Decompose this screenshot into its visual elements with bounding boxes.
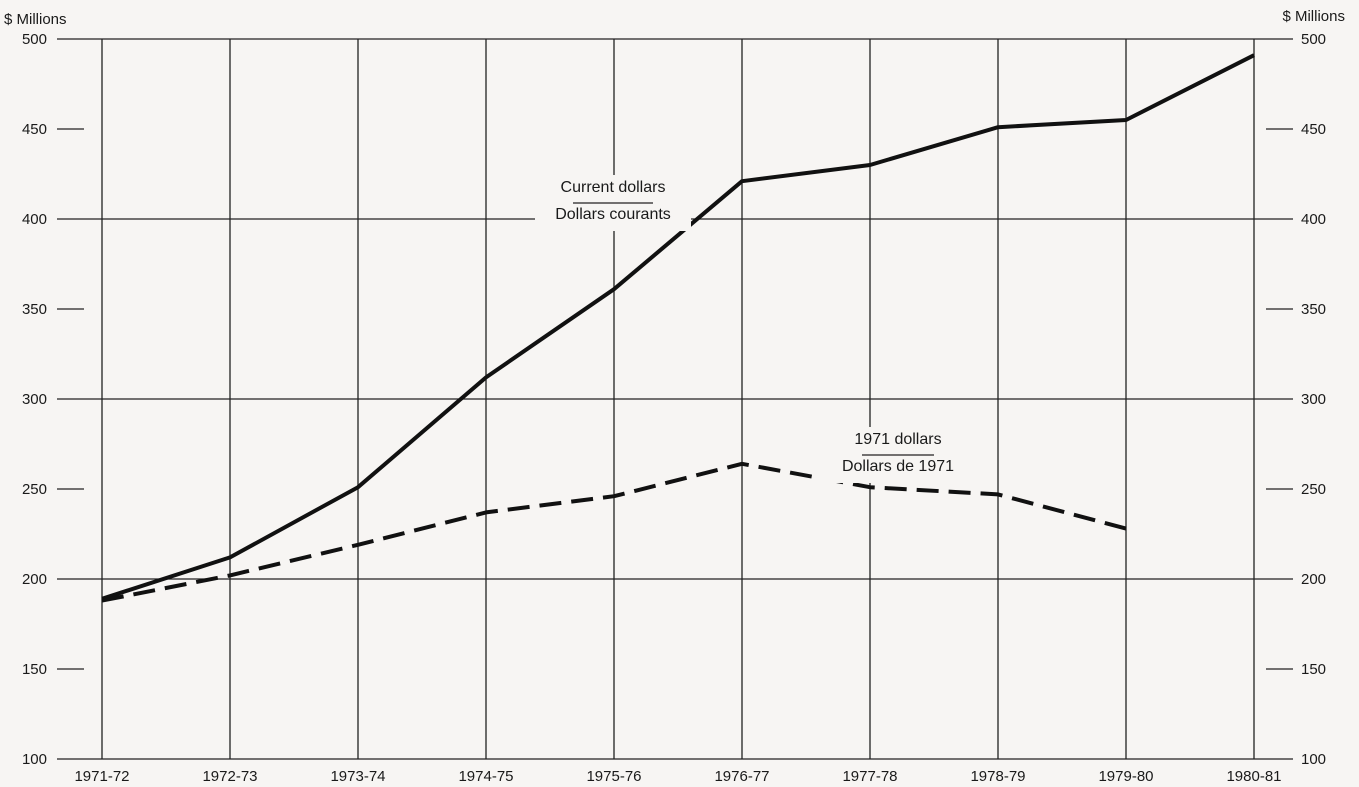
y-tick-label-right: 350 xyxy=(1301,301,1326,318)
x-tick-label: 1975-76 xyxy=(586,768,641,785)
y-tick-label-right: 100 xyxy=(1301,751,1326,768)
y-tick-label-left: 400 xyxy=(22,211,47,228)
series-label-line1: 1971 dollars xyxy=(854,431,941,448)
series-label-line2: Dollars courants xyxy=(555,206,671,223)
y-tick-label-left: 300 xyxy=(22,391,47,408)
x-tick-label: 1973-74 xyxy=(330,768,385,785)
x-tick-label: 1972-73 xyxy=(202,768,257,785)
y-tick-label-left: 250 xyxy=(22,481,47,498)
y-tick-label-left: 200 xyxy=(22,571,47,588)
y-tick-label-right: 150 xyxy=(1301,661,1326,678)
chart-series xyxy=(101,53,1255,603)
series-line-current-dollars xyxy=(101,53,1255,601)
y-tick-label-right: 300 xyxy=(1301,391,1326,408)
axis-ticks: 100 100 150 150 200 200 250 250 300 300 350 350 400 4… xyxy=(22,31,1326,785)
y-tick-label-right: 450 xyxy=(1301,121,1326,138)
x-tick-label: 1979-80 xyxy=(1098,768,1153,785)
series-line-1971-dollars xyxy=(101,461,1127,603)
chart-grid xyxy=(57,38,1293,760)
y-tick-label-left: 450 xyxy=(22,121,47,138)
x-tick-label: 1977-78 xyxy=(842,768,897,785)
y-tick-label-right: 200 xyxy=(1301,571,1326,588)
y-axis-unit-left: $ Millions xyxy=(4,11,67,28)
series-label-line2: Dollars de 1971 xyxy=(842,458,954,475)
y-tick-label-left: 100 xyxy=(22,751,47,768)
y-tick-label-left: 500 xyxy=(22,31,47,48)
x-tick-label: 1971-72 xyxy=(74,768,129,785)
series-label-line1: Current dollars xyxy=(561,179,666,196)
x-tick-label: 1974-75 xyxy=(458,768,513,785)
y-tick-label-right: 250 xyxy=(1301,481,1326,498)
y-tick-label-right: 500 xyxy=(1301,31,1326,48)
y-axis-unit-right: $ Millions xyxy=(1282,8,1345,25)
x-tick-label: 1976-77 xyxy=(714,768,769,785)
x-tick-label: 1980-81 xyxy=(1226,768,1281,785)
chart-labels: $ Millions $ Millions Current dollars Dol… xyxy=(4,8,1345,483)
y-tick-label-left: 150 xyxy=(22,661,47,678)
y-tick-label-left: 350 xyxy=(22,301,47,318)
y-tick-label-right: 400 xyxy=(1301,211,1326,228)
x-tick-label: 1978-79 xyxy=(970,768,1025,785)
